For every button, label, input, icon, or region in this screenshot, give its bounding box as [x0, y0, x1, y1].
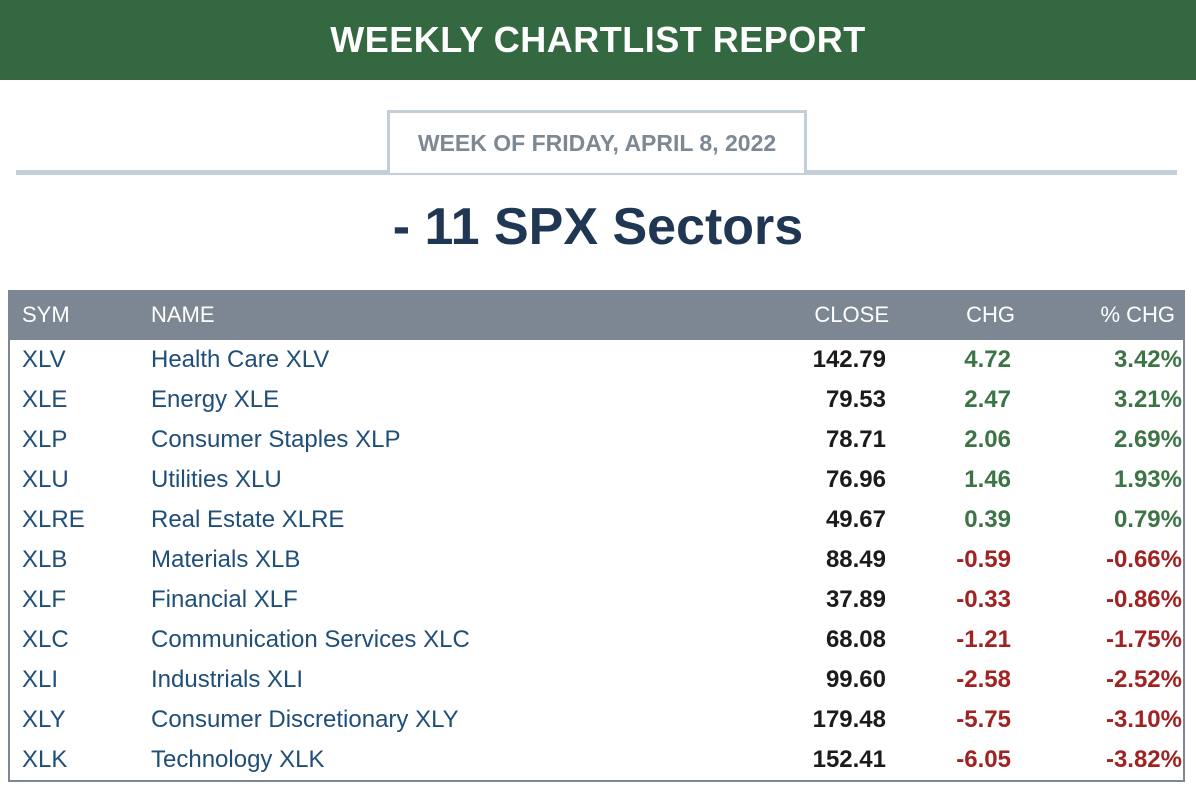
close-value: 142.79 [812, 346, 886, 373]
table-row: XLP Consumer Staples XLP 78.71 2.06 2.69… [10, 420, 1183, 460]
sector-name-link[interactable]: Consumer Staples XLP [151, 426, 401, 453]
sector-name-link[interactable]: Energy XLE [151, 386, 280, 413]
change-value: -1.21 [956, 626, 1011, 653]
sector-name-link[interactable]: Industrials XLI [151, 666, 304, 693]
symbol-link[interactable]: XLY [22, 706, 66, 733]
sector-name-link[interactable]: Communication Services XLC [151, 626, 470, 653]
change-value: -5.75 [956, 706, 1011, 733]
percent-change-value: -3.10% [1105, 706, 1182, 733]
percent-change-value: -0.66% [1105, 546, 1182, 573]
sectors-table: SYM NAME CLOSE CHG % CHG XLV Health Care… [8, 290, 1185, 782]
page-title-text: - 11 SPX Sectors [392, 198, 804, 256]
table-header-row: SYM NAME CLOSE CHG % CHG [10, 290, 1183, 340]
symbol-link[interactable]: XLB [22, 546, 68, 573]
close-value: 49.67 [825, 506, 886, 533]
change-value: -2.58 [956, 666, 1011, 693]
column-header-sym[interactable]: SYM [22, 302, 70, 327]
close-value: 152.41 [812, 746, 886, 773]
table-row: XLI Industrials XLI 99.60 -2.58 -2.52% [10, 660, 1183, 700]
sector-name-link[interactable]: Health Care XLV [151, 346, 330, 373]
change-value: -6.05 [956, 746, 1011, 773]
symbol-link[interactable]: XLE [22, 386, 68, 413]
column-header-pct-chg[interactable]: % CHG [1100, 302, 1175, 327]
change-value: 1.46 [964, 466, 1011, 493]
close-value: 68.08 [825, 626, 886, 653]
change-value: 2.47 [964, 386, 1011, 413]
percent-change-value: 2.69% [1113, 426, 1182, 453]
symbol-link[interactable]: XLF [22, 586, 67, 613]
percent-change-value: 3.21% [1113, 386, 1182, 413]
close-value: 78.71 [825, 426, 886, 453]
table-row: XLE Energy XLE 79.53 2.47 3.21% [10, 380, 1183, 420]
table-row: XLY Consumer Discretionary XLY 179.48 -5… [10, 700, 1183, 740]
percent-change-value: -1.75% [1105, 626, 1182, 653]
table-row: XLC Communication Services XLC 68.08 -1.… [10, 620, 1183, 660]
symbol-link[interactable]: XLV [22, 346, 66, 373]
percent-change-value: -2.52% [1105, 666, 1182, 693]
close-value: 79.53 [825, 386, 886, 413]
symbol-link[interactable]: XLC [22, 626, 69, 653]
percent-change-value: -0.86% [1105, 586, 1182, 613]
percent-change-value: -3.82% [1105, 746, 1182, 773]
column-header-close[interactable]: CLOSE [814, 302, 889, 327]
percent-change-value: 1.93% [1113, 466, 1182, 493]
change-value: 2.06 [964, 426, 1011, 453]
sector-name-link[interactable]: Financial XLF [151, 586, 298, 613]
report-banner: WEEKLY CHARTLIST REPORT [0, 0, 1196, 80]
column-header-name[interactable]: NAME [151, 302, 215, 327]
sector-name-link[interactable]: Utilities XLU [151, 466, 282, 493]
symbol-link[interactable]: XLRE [22, 506, 85, 533]
sector-name-link[interactable]: Technology XLK [151, 746, 325, 773]
sector-name-link[interactable]: Real Estate XLRE [151, 506, 345, 533]
symbol-link[interactable]: XLP [22, 426, 68, 453]
table-body: XLV Health Care XLV 142.79 4.72 3.42% XL… [10, 340, 1183, 780]
percent-change-value: 0.79% [1113, 506, 1182, 533]
week-label: WEEK OF FRIDAY, APRIL 8, 2022 [417, 129, 777, 156]
change-value: -0.33 [956, 586, 1011, 613]
symbol-link[interactable]: XLI [22, 666, 59, 693]
table-row: XLU Utilities XLU 76.96 1.46 1.93% [10, 460, 1183, 500]
close-value: 99.60 [825, 666, 886, 693]
table-row: XLRE Real Estate XLRE 49.67 0.39 0.79% [10, 500, 1183, 540]
table-row: XLF Financial XLF 37.89 -0.33 -0.86% [10, 580, 1183, 620]
sector-name-link[interactable]: Materials XLB [151, 546, 301, 573]
close-value: 37.89 [825, 586, 886, 613]
table-row: XLV Health Care XLV 142.79 4.72 3.42% [10, 340, 1183, 380]
change-value: 4.72 [964, 346, 1011, 373]
table-row: XLK Technology XLK 152.41 -6.05 -3.82% [10, 740, 1183, 780]
page-title: - 11 SPX Sectors [0, 190, 1196, 264]
sector-name-link[interactable]: Consumer Discretionary XLY [151, 706, 459, 733]
column-header-chg[interactable]: CHG [966, 302, 1015, 327]
percent-change-value: 3.42% [1113, 346, 1182, 373]
symbol-link[interactable]: XLK [22, 746, 68, 773]
change-value: -0.59 [956, 546, 1011, 573]
week-label-box: WEEK OF FRIDAY, APRIL 8, 2022 [387, 110, 807, 173]
banner-title: WEEKLY CHARTLIST REPORT [330, 19, 866, 60]
close-value: 76.96 [825, 466, 886, 493]
symbol-link[interactable]: XLU [22, 466, 69, 493]
table-row: XLB Materials XLB 88.49 -0.59 -0.66% [10, 540, 1183, 580]
close-value: 88.49 [825, 546, 886, 573]
close-value: 179.48 [812, 706, 886, 733]
change-value: 0.39 [964, 506, 1011, 533]
